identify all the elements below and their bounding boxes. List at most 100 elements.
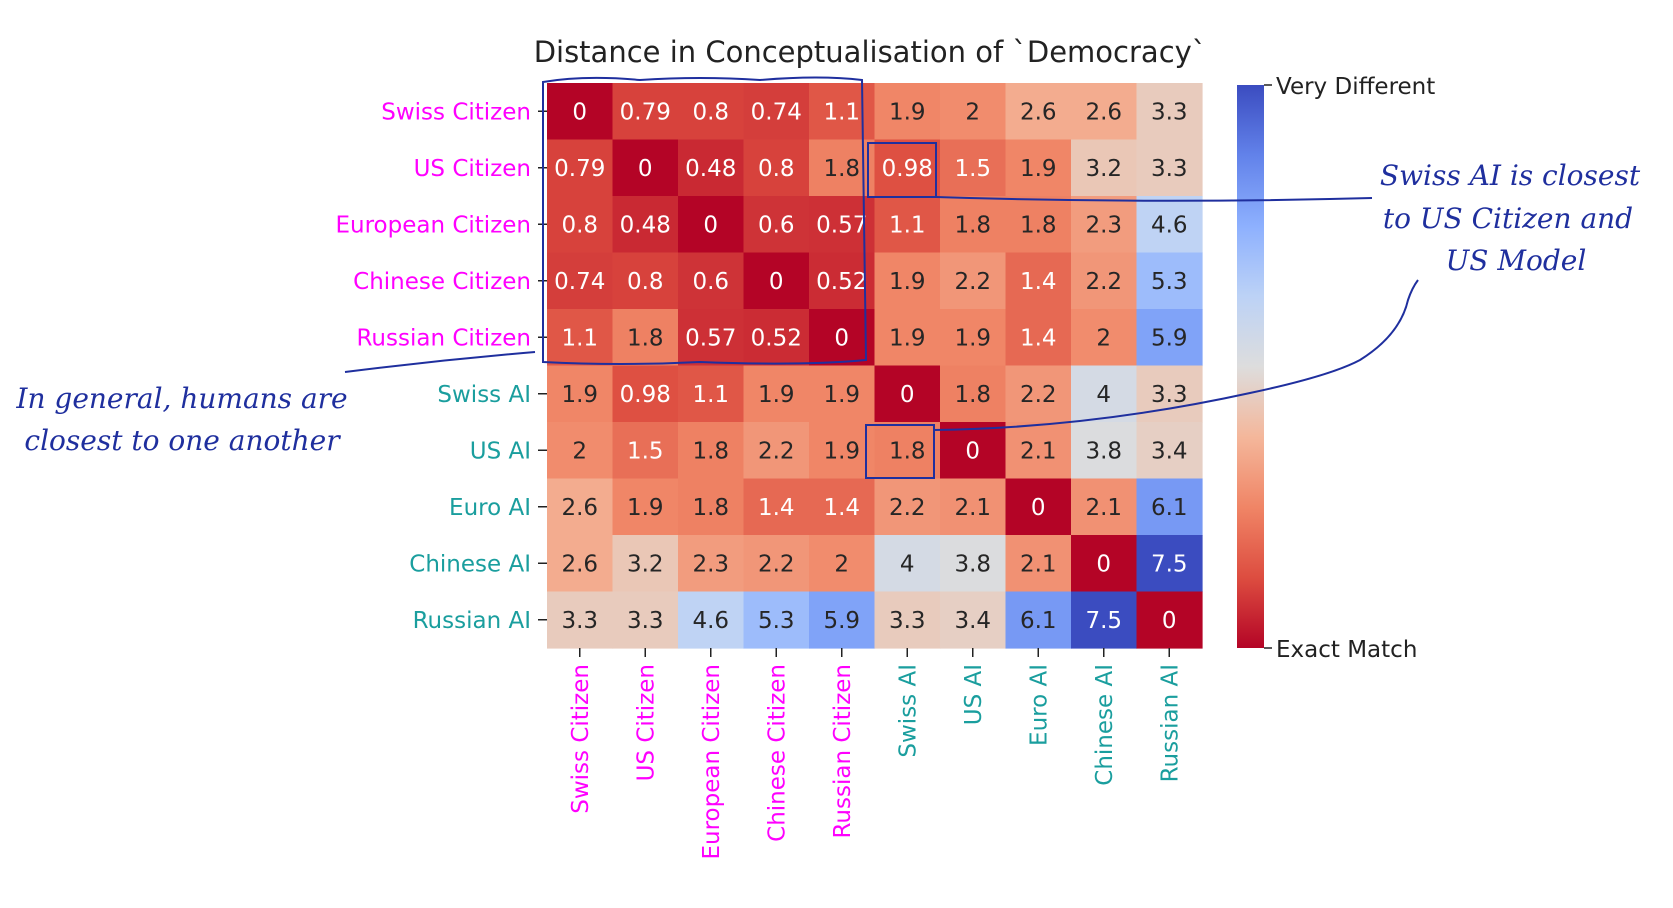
heatmap-cell xyxy=(809,478,876,536)
heatmap-cell xyxy=(1005,478,1072,536)
cell-value-label: 2.2 xyxy=(758,551,795,577)
heatmap-cell xyxy=(1071,252,1138,310)
cell-value-label: 4.6 xyxy=(692,608,729,634)
cell-value-label: 4.6 xyxy=(1151,212,1188,238)
heatmap-cell xyxy=(547,83,614,141)
heatmap-cell xyxy=(940,535,1007,593)
heatmap-cell xyxy=(1071,83,1138,141)
cell-value-label: 7.5 xyxy=(1151,551,1188,577)
heatmap-cell xyxy=(612,591,679,649)
cell-value-label: 0.6 xyxy=(758,212,795,238)
cell-value-label: 0.8 xyxy=(627,269,664,295)
cell-value-label: 2.6 xyxy=(561,495,598,521)
heatmap-cell xyxy=(1071,365,1138,423)
cell-value-label: 2.1 xyxy=(1085,495,1122,521)
cell-value-label: 3.4 xyxy=(954,608,991,634)
cell-value-label: 2.2 xyxy=(758,438,795,464)
heatmap-cell xyxy=(1136,196,1203,254)
cell-value-label: 0.98 xyxy=(882,156,933,182)
col-label: Russian Citizen xyxy=(830,664,856,839)
heatmap-cell xyxy=(1005,591,1072,649)
heatmap-cell xyxy=(612,535,679,593)
heatmap-cell xyxy=(940,478,1007,536)
cell-value-label: 1.1 xyxy=(889,212,926,238)
col-label: Swiss AI xyxy=(895,664,921,758)
heatmap-cell xyxy=(743,196,810,254)
cell-value-label: 1.9 xyxy=(954,325,991,351)
cell-value-label: 0 xyxy=(834,325,849,351)
col-label: US Citizen xyxy=(633,664,659,781)
cell-value-label: 0.48 xyxy=(620,212,671,238)
heatmap-cell xyxy=(940,365,1007,423)
heatmap-cell xyxy=(874,591,941,649)
row-label: Chinese Citizen xyxy=(353,269,531,295)
heatmap-cell xyxy=(678,365,745,423)
heatmap-cell xyxy=(1136,309,1203,367)
cell-value-label: 1.8 xyxy=(954,212,991,238)
heatmap-cell xyxy=(809,422,876,480)
cell-value-label: 2 xyxy=(572,438,587,464)
cell-value-label: 4 xyxy=(900,551,915,577)
heatmap-cell xyxy=(612,422,679,480)
cell-value-label: 2 xyxy=(834,551,849,577)
heatmap-cell xyxy=(1136,535,1203,593)
heatmap-cell xyxy=(743,309,810,367)
cell-value-label: 1.5 xyxy=(627,438,664,464)
cell-value-label: 0 xyxy=(572,99,587,125)
colorbar xyxy=(1237,85,1264,648)
cell-value-label: 0.57 xyxy=(816,212,867,238)
heatmap-cell xyxy=(1005,309,1072,367)
cell-value-label: 2 xyxy=(965,99,980,125)
cell-value-label: 2.6 xyxy=(1020,99,1057,125)
cell-value-label: 0.52 xyxy=(816,269,867,295)
cell-value-label: 1.1 xyxy=(823,99,860,125)
cell-value-label: 2.1 xyxy=(1020,438,1057,464)
human-cluster-outline xyxy=(542,76,868,365)
col-label: European Citizen xyxy=(699,664,725,860)
row-label: Swiss Citizen xyxy=(381,99,531,125)
heatmap-cell xyxy=(874,422,941,480)
heatmap-cell xyxy=(1071,139,1138,197)
cell-value-label: 1.9 xyxy=(1020,156,1057,182)
col-label: Swiss Citizen xyxy=(568,664,594,814)
heatmap-cell xyxy=(678,252,745,310)
cell-value-label: 6.1 xyxy=(1151,495,1188,521)
highlight-box-us-ai xyxy=(865,424,935,479)
cell-value-label: 0.79 xyxy=(620,99,671,125)
annotation-text-line: to US Citizen and xyxy=(1383,202,1633,235)
cell-value-label: 0 xyxy=(703,212,718,238)
heatmap-cell xyxy=(612,309,679,367)
heatmap-cell xyxy=(809,365,876,423)
heatmap-cell xyxy=(678,309,745,367)
heatmap-cell xyxy=(940,422,1007,480)
heatmap-cell xyxy=(940,196,1007,254)
cell-value-label: 3.3 xyxy=(1151,156,1188,182)
cell-value-label: 0 xyxy=(965,438,980,464)
heatmap-cell xyxy=(874,83,941,141)
cell-value-label: 1.8 xyxy=(692,438,729,464)
heatmap-cell xyxy=(678,591,745,649)
heatmap-cell xyxy=(743,422,810,480)
heatmap-cell xyxy=(743,591,810,649)
cell-value-label: 2.6 xyxy=(561,551,598,577)
cell-value-label: 0 xyxy=(1031,495,1046,521)
cell-value-label: 3.8 xyxy=(954,551,991,577)
heatmap-cell xyxy=(940,591,1007,649)
heatmap-cell xyxy=(1136,83,1203,141)
heatmap-cell xyxy=(743,365,810,423)
heatmap-cell xyxy=(547,591,614,649)
cell-value-label: 1.9 xyxy=(889,325,926,351)
heatmap-cell xyxy=(743,535,810,593)
annotation-text-line: US Model xyxy=(1446,244,1587,277)
heatmap-cell xyxy=(1071,309,1138,367)
cell-value-label: 5.9 xyxy=(823,608,860,634)
col-label: US AI xyxy=(961,664,987,725)
cell-value-label: 1.9 xyxy=(889,99,926,125)
heatmap-cell xyxy=(940,309,1007,367)
heatmap-cell xyxy=(743,478,810,536)
heatmap-cell xyxy=(743,139,810,197)
cell-value-label: 5.3 xyxy=(758,608,795,634)
heatmap-cell xyxy=(547,252,614,310)
cell-value-label: 2.2 xyxy=(954,269,991,295)
